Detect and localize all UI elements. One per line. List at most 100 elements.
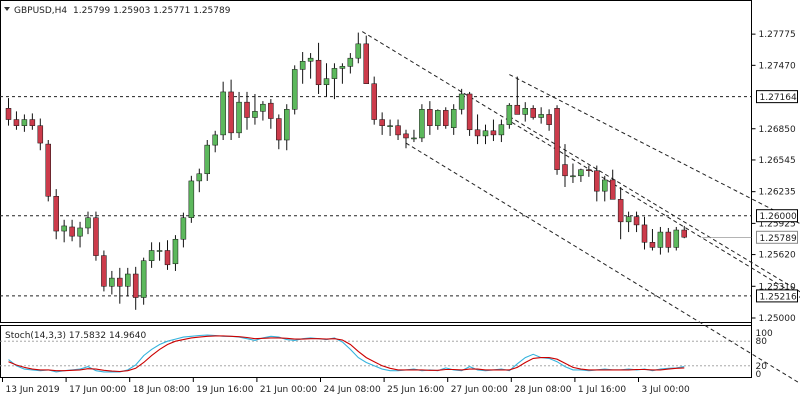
level-price-box <box>756 209 798 223</box>
candle-bull <box>85 217 91 229</box>
candle-bull <box>625 216 632 223</box>
candle-bull <box>109 277 115 287</box>
candle-bull <box>196 173 203 182</box>
time-tick-label: 19 Jun 16:00 <box>196 385 253 395</box>
stoch-signal-line <box>8 335 685 373</box>
candle-bear <box>371 83 377 120</box>
candle-bull <box>236 101 242 134</box>
price-axis-group: 1.27775 1.27470 1.26850 1.26545 1.26235 1.259… <box>701 30 798 324</box>
collapse-triangle-icon[interactable] <box>4 7 10 11</box>
time-tick-label: 18 Jun 08:00 <box>133 385 190 395</box>
candle-bull <box>291 69 298 110</box>
candle-bear <box>443 110 449 126</box>
time-tick-label: 1 Jul 16:00 <box>578 385 627 395</box>
candle-bear <box>13 119 20 126</box>
candle-bull <box>570 175 576 178</box>
candle-bear <box>609 179 616 200</box>
candle-bull <box>522 108 528 115</box>
candle-bear <box>586 169 592 171</box>
time-axis-group: 13 Jun 2019 17 Jun 00:00 18 Jun 08:00 19 Ju… <box>2 378 691 395</box>
candle-bull <box>148 250 155 261</box>
price-tick-label: 1.26235 <box>759 188 796 198</box>
level-price-box <box>756 90 798 104</box>
candle-bear <box>45 143 51 197</box>
trend-channel-group <box>362 31 800 385</box>
candle-bear <box>5 108 12 120</box>
candle-bear <box>649 242 656 248</box>
candle-bear <box>363 43 369 84</box>
current-price-label: 1.25789 <box>760 234 797 244</box>
candle-bull <box>419 109 425 139</box>
candle-bear <box>268 102 274 119</box>
candle-bear <box>530 108 536 118</box>
level-price-box <box>756 289 798 303</box>
candle-bear <box>403 133 409 139</box>
candle-bear <box>29 119 36 126</box>
candle-bull <box>673 229 680 248</box>
trend-line[interactable] <box>362 31 800 323</box>
candle-bull <box>331 68 338 79</box>
candle-bear <box>490 130 497 136</box>
main-pane-frame <box>0 0 752 323</box>
candle-bull <box>482 130 489 137</box>
candle-bear <box>633 216 640 226</box>
candle-bear <box>69 226 75 237</box>
candle-bear <box>244 101 250 118</box>
candle-bear <box>228 91 234 134</box>
candle-bull <box>61 225 67 232</box>
candle-bear <box>474 129 481 137</box>
candle-bull <box>657 231 664 248</box>
candle-bull <box>212 134 218 146</box>
stoch-tick-label: 0 <box>756 370 762 380</box>
candle-bear <box>681 229 687 238</box>
symbol-label: GBPUSD,H4 <box>14 6 67 16</box>
ohlc-readout: 1.25799 1.25903 1.25771 1.25789 <box>73 6 231 16</box>
time-tick-label: 21 Jun 00:00 <box>260 385 317 395</box>
candle-bear <box>379 119 385 126</box>
candle-bear <box>395 125 401 136</box>
price-tick-label: 1.26850 <box>759 125 796 135</box>
candle-bull <box>578 169 584 177</box>
level-price-label: 1.26000 <box>760 212 797 222</box>
candle-bear <box>554 108 560 170</box>
candle-bear <box>427 109 433 126</box>
candle-bull <box>538 114 544 118</box>
candle-bull <box>252 111 258 118</box>
candle-bull <box>355 43 362 59</box>
time-tick-label: 25 Jun 16:00 <box>387 385 444 395</box>
candle-bear <box>93 217 99 256</box>
candle-bull <box>77 227 83 237</box>
price-tick-label: 1.25310 <box>759 282 796 292</box>
candles-group <box>5 32 687 310</box>
price-tick-label: 1.27470 <box>759 61 796 71</box>
trend-line[interactable] <box>509 74 800 254</box>
price-tick-label: 1.27775 <box>759 30 796 40</box>
candle-bull <box>307 57 314 62</box>
candle-bull <box>435 110 441 126</box>
candle-bear <box>117 277 123 287</box>
candle-bear <box>132 273 139 298</box>
candle-bull <box>323 78 330 86</box>
candle-bear <box>617 199 624 223</box>
price-tick-label: 1.26545 <box>759 156 796 166</box>
candle-bull <box>347 57 354 67</box>
trend-line[interactable] <box>405 142 800 385</box>
candle-bull <box>180 217 187 240</box>
stoch-tick-label: 20 <box>756 362 768 372</box>
level-price-label: 1.27164 <box>760 93 797 103</box>
price-tick-label: 1.25925 <box>759 219 796 229</box>
candle-bear <box>594 170 600 192</box>
current-price-box <box>756 230 798 244</box>
time-tick-label: 3 Jul 00:00 <box>642 385 691 395</box>
time-tick-label: 27 Jun 00:00 <box>451 385 508 395</box>
time-tick-label: 13 Jun 2019 <box>6 385 60 395</box>
trend-line[interactable] <box>509 116 800 344</box>
candle-bull <box>220 91 226 136</box>
candle-bear <box>37 125 44 144</box>
candle-bull <box>188 180 195 219</box>
candle-bear <box>315 59 322 86</box>
candle-bull <box>506 104 513 125</box>
candle-bull <box>411 137 417 140</box>
candle-bull <box>260 103 266 112</box>
